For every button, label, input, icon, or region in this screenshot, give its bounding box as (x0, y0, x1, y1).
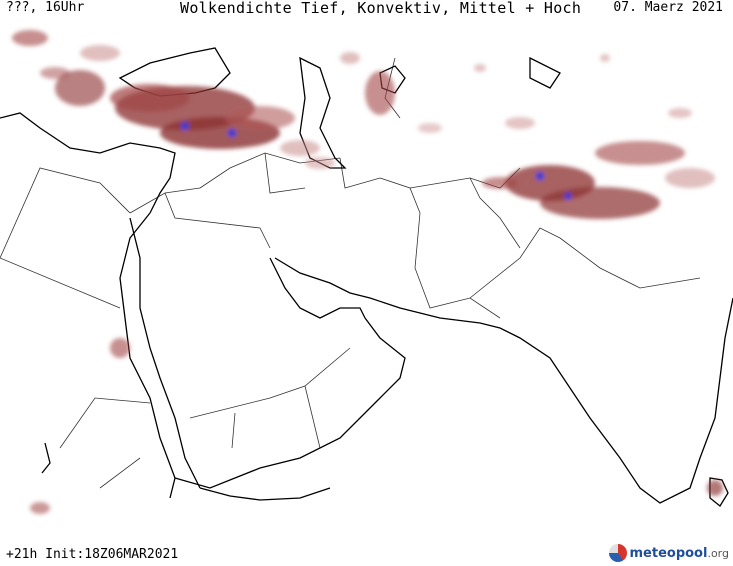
meteopool-logo-icon (608, 544, 627, 562)
coastlines (0, 47, 733, 507)
cloud-cover-layer (12, 30, 723, 514)
map-title: Wolkendichte Tief, Konvektiv, Mittel + H… (180, 0, 582, 17)
logo-text: meteopool.org (630, 546, 730, 561)
forecast-date: 07. Maerz 2021 (613, 0, 723, 15)
init-time-label: +21h Init:18Z06MAR2021 (6, 547, 179, 562)
meteopool-logo[interactable]: meteopool.org (608, 542, 730, 564)
logo-domain: .org (707, 546, 729, 560)
cloud-density-map (0, 30, 733, 514)
logo-brand: meteopool (629, 545, 708, 561)
forecast-time-label: ???, 16Uhr (6, 0, 85, 15)
country-borders (0, 57, 701, 489)
